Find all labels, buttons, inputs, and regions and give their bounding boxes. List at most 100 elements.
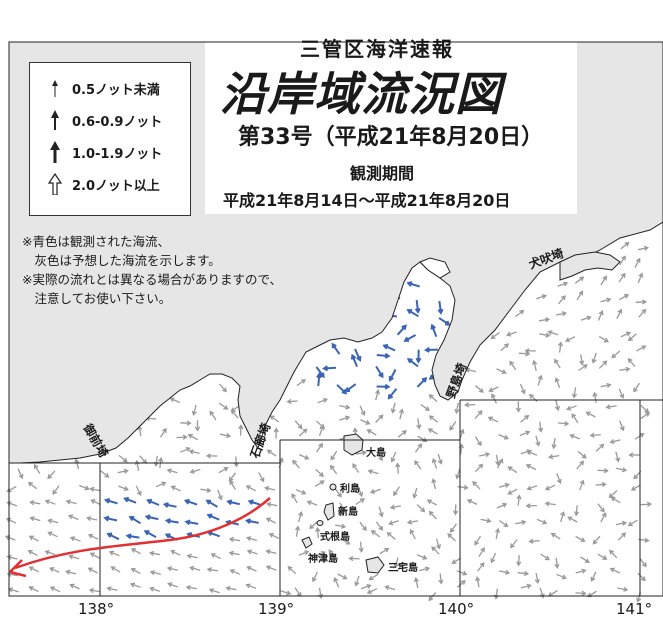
current-arrowhead (524, 414, 530, 420)
current-arrowhead (228, 550, 234, 556)
current-arrow (415, 578, 419, 589)
note-line: ※青色は観測された海流、 (22, 234, 170, 249)
current-arrowhead (495, 527, 501, 534)
current-arrow (414, 460, 422, 470)
current-arrow (611, 350, 621, 358)
current-arrow (449, 421, 457, 431)
current-arrow (609, 490, 618, 498)
current-arrowhead (186, 420, 192, 426)
current-arrowhead (615, 457, 621, 463)
current-arrow (218, 467, 228, 474)
current-arrow (208, 531, 221, 538)
current-arrowhead (624, 241, 630, 247)
current-arrow (146, 515, 159, 521)
current-arrow (634, 433, 644, 440)
current-arrowhead (625, 366, 631, 372)
current-arrow (294, 587, 302, 597)
current-arrow (432, 458, 438, 469)
current-arrowhead (609, 567, 615, 573)
current-arrow (508, 466, 518, 474)
current-arrow (50, 586, 61, 593)
current-arrowhead (623, 294, 630, 299)
current-arrowhead (208, 588, 215, 594)
current-arrow (129, 516, 142, 525)
current-arrowhead (603, 468, 609, 474)
current-arrowhead (556, 478, 562, 485)
current-arrowhead (642, 562, 647, 568)
current-arrowhead (291, 493, 297, 499)
current-arrowhead (362, 526, 367, 532)
current-arrowhead (430, 323, 436, 330)
current-arrowhead (620, 272, 626, 278)
current-arrow (79, 484, 89, 490)
current-arrowhead (578, 290, 584, 296)
current-arrowhead (542, 519, 548, 525)
current-arrowhead (412, 493, 418, 499)
current-arrow (499, 519, 508, 527)
current-arrowhead (49, 567, 55, 572)
current-arrowhead (459, 428, 465, 434)
current-arrow (615, 451, 620, 462)
current-arrow (246, 519, 259, 524)
current-arrowhead (247, 499, 254, 505)
current-arrow (474, 436, 482, 446)
current-arrow (351, 355, 358, 367)
current-arrowhead (228, 476, 234, 482)
current-arrow (70, 536, 81, 542)
current-arrow (28, 482, 38, 490)
current-arrow (164, 503, 177, 508)
current-arrowhead (608, 493, 614, 499)
current-arrow (180, 422, 191, 424)
current-arrowhead (416, 424, 422, 430)
current-arrow (186, 586, 197, 590)
current-arrowhead (44, 549, 50, 555)
current-arrow (48, 519, 59, 524)
current-arrow (551, 533, 561, 540)
current-arrow (496, 459, 503, 469)
current-arrowhead (18, 473, 24, 480)
current-arrow (555, 400, 559, 411)
current-arrowhead (384, 352, 391, 359)
current-arrow (631, 484, 641, 491)
current-arrowhead (319, 425, 325, 431)
current-arrowhead (6, 554, 12, 560)
current-arrow (452, 557, 462, 564)
current-arrow (68, 515, 79, 521)
current-arrowhead (504, 569, 511, 575)
current-arrowhead (366, 589, 372, 595)
lat-lon-grid (8, 41, 663, 597)
current-arrow (488, 416, 499, 423)
current-arrowhead (403, 336, 410, 342)
current-arrowhead (89, 486, 95, 492)
current-arrowhead (318, 442, 323, 448)
current-arrow (414, 443, 423, 453)
thin-arrow-icon (52, 80, 58, 97)
current-arrowhead (579, 479, 585, 485)
current-arrow (399, 409, 403, 420)
label-kozushima: 神津島 (308, 554, 338, 565)
label-toshima: 利島 (340, 484, 360, 495)
current-arrow (555, 557, 558, 568)
current-arrow (404, 334, 417, 342)
current-arrow (211, 553, 221, 560)
current-arrow (558, 295, 566, 305)
current-arrowhead (359, 498, 366, 503)
current-arrowhead (149, 550, 155, 556)
current-arrow (640, 412, 650, 419)
current-arrowhead (228, 536, 235, 543)
current-arrow (66, 570, 77, 575)
current-arrowhead (322, 397, 328, 403)
current-arrowhead (584, 558, 590, 563)
current-arrow (480, 518, 491, 522)
current-arrow (431, 325, 438, 338)
current-arrowhead (528, 538, 534, 544)
current-arrowhead (166, 468, 172, 474)
current-arrowhead (455, 474, 461, 480)
current-arrowhead (366, 583, 372, 589)
current-arrow (597, 503, 605, 513)
current-arrow (45, 500, 56, 505)
current-arrowhead (516, 561, 522, 567)
current-arrowhead (341, 389, 348, 395)
current-arrowhead (645, 412, 651, 417)
hollow-arrow-icon (47, 173, 63, 195)
